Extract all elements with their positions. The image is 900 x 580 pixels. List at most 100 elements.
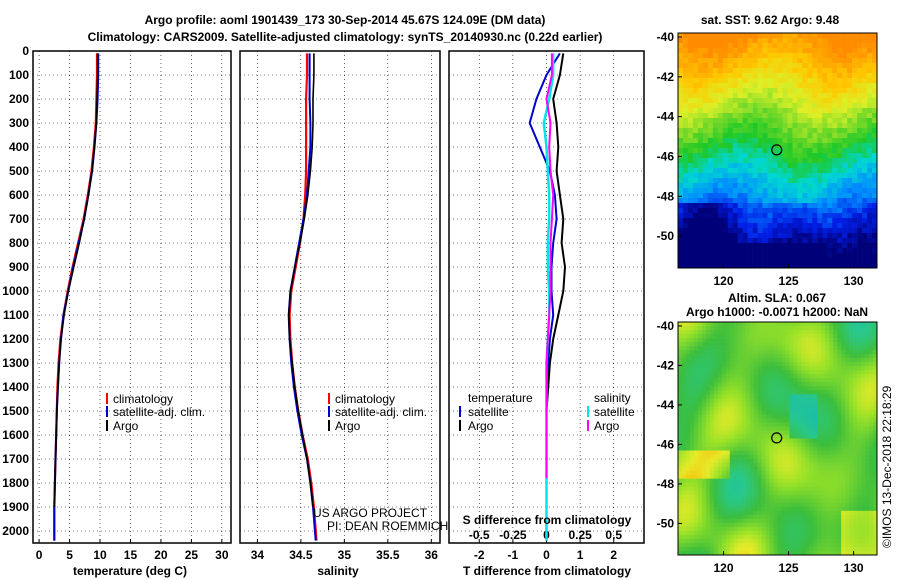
sla-cell	[865, 338, 870, 343]
sla-cell	[761, 546, 766, 552]
sla-cell	[737, 494, 742, 500]
sla-cell	[769, 502, 774, 508]
sst-cell	[867, 158, 873, 164]
sla-cell	[849, 386, 854, 391]
sst-cell	[757, 253, 763, 259]
sla-cell	[681, 342, 687, 347]
sst-cell	[847, 188, 853, 194]
sla-cell	[825, 494, 830, 500]
sla-cell	[857, 414, 862, 419]
sla-cell	[821, 374, 826, 379]
sla-cell	[865, 354, 870, 359]
sla-cell	[725, 398, 731, 403]
sla-cell	[801, 330, 806, 335]
sla-cell	[721, 390, 727, 395]
sla-cell	[821, 434, 826, 439]
sla-cell	[697, 518, 703, 524]
sst-cell	[747, 188, 753, 194]
sst-cell	[817, 253, 823, 259]
sla-cell	[685, 414, 691, 419]
sst-cell	[687, 153, 694, 159]
sst-cell	[802, 118, 808, 124]
sst-cell	[852, 123, 858, 129]
sst-cell	[717, 138, 724, 144]
sst-cell	[797, 228, 803, 234]
sst-cell	[812, 53, 818, 59]
sla-cell	[681, 462, 687, 467]
sla-cell	[689, 546, 695, 552]
sla-cell	[789, 454, 794, 459]
sla-cell	[681, 518, 687, 524]
sst-cell	[687, 173, 694, 179]
sla-cell	[733, 402, 738, 407]
sla-cell	[717, 542, 723, 548]
sst-cell	[767, 213, 773, 219]
sla-cell	[729, 534, 735, 540]
sst-cell	[682, 93, 689, 99]
sla-cell	[781, 342, 786, 347]
sst-cell	[867, 93, 873, 99]
sst-cell	[772, 33, 778, 39]
sst-cell	[842, 123, 848, 129]
sla-cell	[753, 430, 758, 435]
sst-cell	[832, 33, 838, 39]
sla-cell	[689, 542, 695, 548]
sst-cell	[717, 128, 724, 134]
x-tick-label: 30	[215, 548, 229, 562]
sst-cell	[678, 248, 684, 254]
sst-cell	[847, 178, 853, 184]
sst-cell	[697, 243, 704, 249]
sla-cell	[717, 354, 723, 359]
sla-cell	[825, 370, 830, 375]
sst-cell	[827, 118, 833, 124]
sst-cell	[832, 208, 838, 214]
sst-cell	[847, 123, 853, 129]
sla-cell	[781, 378, 786, 383]
sla-cell	[725, 490, 731, 496]
sst-cell	[802, 158, 808, 164]
sla-cell	[701, 542, 707, 548]
sla-cell	[697, 494, 703, 500]
sla-cell	[761, 370, 766, 375]
sla-cell	[789, 366, 794, 371]
sla-cell	[753, 526, 758, 532]
sla-cell	[769, 346, 774, 351]
sst-cell	[787, 253, 793, 259]
sla-cell	[749, 454, 754, 459]
sst-cell	[702, 33, 709, 39]
sla-cell	[685, 434, 691, 439]
sla-cell	[761, 534, 766, 540]
sla-cell	[809, 550, 814, 556]
sla-cell	[757, 442, 762, 447]
sla-cell	[797, 438, 802, 443]
sst-cell	[682, 123, 689, 129]
sla-cell	[797, 450, 802, 455]
sla-cell	[849, 346, 854, 351]
sla-cell	[853, 462, 858, 467]
sst-cell	[732, 98, 738, 104]
sla-cell	[729, 462, 735, 467]
sla-cell	[761, 450, 766, 455]
sst-cell	[867, 228, 873, 234]
sla-cell	[861, 478, 866, 483]
sst-cell	[797, 78, 803, 84]
sla-cell	[841, 518, 846, 524]
sst-cell	[822, 138, 828, 144]
sla-cell	[749, 342, 754, 347]
sla-cell	[749, 386, 754, 391]
sla-cell	[765, 538, 770, 544]
sla-cell	[821, 534, 826, 540]
sst-cell	[682, 103, 689, 109]
sla-cell	[853, 410, 858, 415]
sla-cell	[809, 454, 814, 459]
sst-cell	[837, 43, 843, 49]
sla-cell	[761, 338, 766, 343]
sst-cell	[872, 263, 878, 269]
sla-cell	[865, 542, 870, 548]
sla-cell	[729, 334, 735, 339]
sla-cell	[777, 406, 782, 411]
sla-cell	[737, 350, 742, 355]
sla-cell	[737, 526, 742, 532]
sst-cell	[772, 88, 778, 94]
sla-cell	[845, 362, 850, 367]
